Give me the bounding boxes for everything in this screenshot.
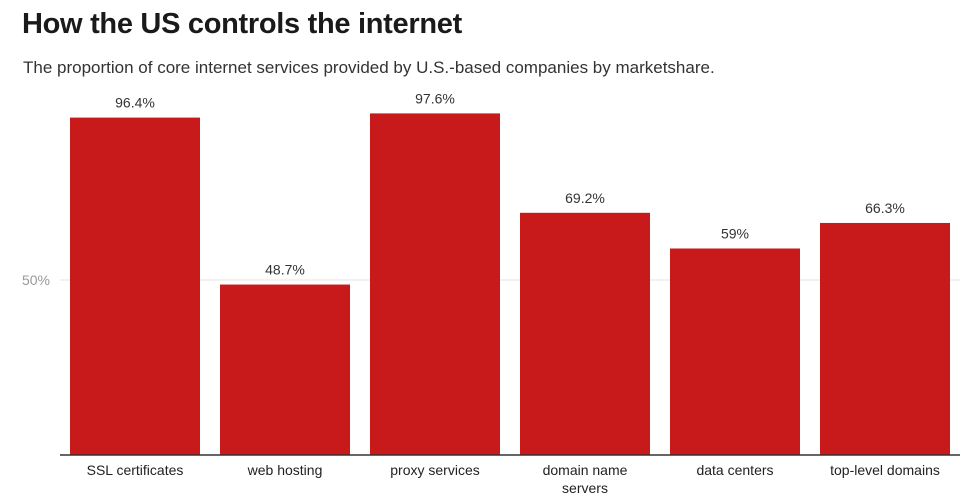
data-labels: 96.4% 48.7% 97.6% 69.2% 59% 66.3% [115, 90, 905, 277]
x-tick-label: data centers [696, 462, 773, 478]
y-tick-label: 50% [22, 272, 50, 288]
gridlines: 50% [22, 272, 960, 288]
bar [520, 212, 650, 455]
bar [670, 248, 800, 455]
data-label: 66.3% [865, 200, 905, 216]
x-tick-label: top-level domains [830, 462, 940, 478]
x-tick-label: proxy services [390, 462, 479, 478]
chart-title: How the US controls the internet [22, 8, 462, 40]
data-label: 69.2% [565, 190, 605, 206]
data-label: 96.4% [115, 95, 155, 111]
data-label: 59% [721, 226, 749, 242]
category-labels: SSL certificates web hosting proxy service… [87, 462, 940, 496]
x-tick-label: SSL certificates [87, 462, 184, 478]
chart-subtitle: The proportion of core internet services… [23, 58, 715, 77]
bar [820, 222, 950, 455]
bar [370, 113, 500, 456]
data-label: 97.6% [415, 90, 455, 106]
bars [70, 113, 950, 456]
x-tick-label: web hosting [247, 462, 323, 478]
bar [70, 117, 200, 455]
bar [220, 284, 350, 455]
x-tick-label: domain name servers [543, 462, 628, 496]
data-label: 48.7% [265, 262, 305, 278]
